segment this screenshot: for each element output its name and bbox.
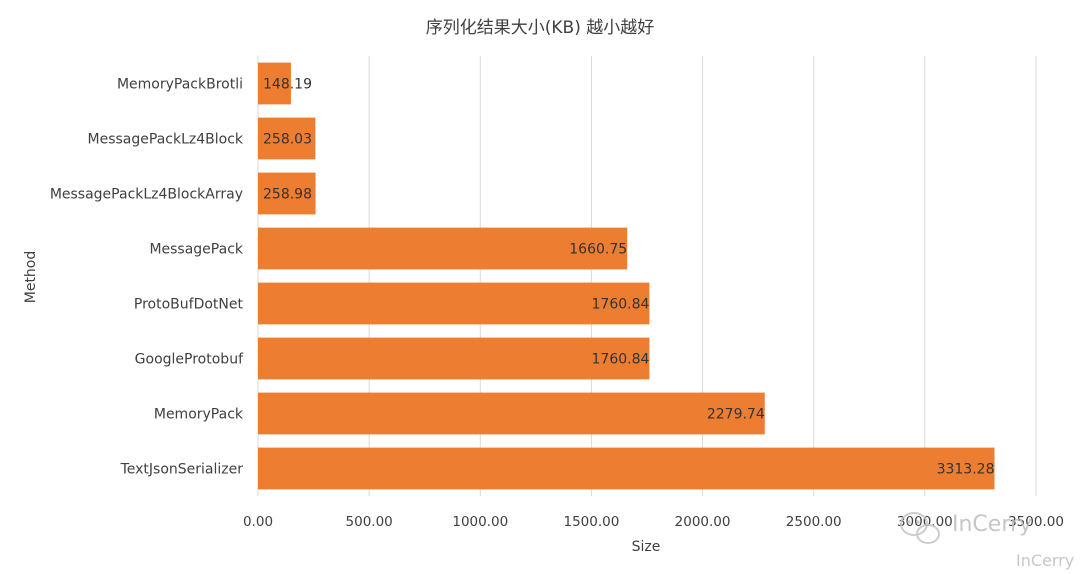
value-label: 3313.28	[937, 462, 995, 478]
bar	[258, 392, 765, 435]
category-label: ProtoBufDotNet	[134, 297, 244, 313]
category-label: GoogleProtobuf	[135, 352, 244, 368]
watermark: InCerry InCerry	[900, 512, 1074, 570]
bar	[258, 447, 995, 490]
bar	[258, 117, 316, 160]
x-tick-label: 1500.00	[564, 514, 620, 530]
category-labels: MemoryPackBrotli MessagePackLz4Block Messa…	[50, 77, 244, 478]
bar	[258, 62, 291, 105]
value-labels: 148.19 258.03 258.98 1660.75 1760.84 1760.84 2…	[263, 77, 994, 478]
value-label: 258.03	[263, 132, 312, 148]
x-tick-label: 3000.00	[897, 514, 953, 530]
watermark-corner-text: InCerry	[1016, 551, 1074, 570]
bar	[258, 282, 650, 325]
x-tick-label: 3500.00	[1008, 514, 1064, 530]
x-tick-labels: 0.00 500.00 1000.00 1500.00 2000.00 2500.00 30…	[243, 514, 1064, 530]
bar	[258, 172, 316, 215]
value-label: 2279.74	[707, 407, 765, 423]
value-label: 148.19	[263, 77, 312, 93]
bar	[258, 337, 650, 380]
category-label: MemoryPackBrotli	[117, 77, 243, 93]
category-label: MessagePack	[149, 242, 243, 258]
value-label: 1660.75	[569, 242, 627, 258]
x-tick-label: 500.00	[346, 514, 393, 530]
category-label: MessagePackLz4BlockArray	[50, 187, 243, 203]
category-label: MemoryPack	[154, 407, 244, 423]
category-label: TextJsonSerializer	[120, 462, 244, 478]
value-label: 1760.84	[592, 297, 650, 313]
y-axis-title: Method	[23, 251, 39, 304]
value-label: 258.98	[263, 187, 312, 203]
bar	[258, 227, 628, 270]
x-tick-label: 1000.00	[452, 514, 508, 530]
x-tick-label: 0.00	[243, 514, 273, 530]
wechat-logo-icon	[900, 512, 940, 544]
value-label: 1760.84	[592, 352, 650, 368]
x-axis-title: Size	[632, 539, 661, 555]
bars	[258, 62, 995, 490]
category-label: MessagePackLz4Block	[88, 132, 244, 148]
x-tick-label: 2000.00	[675, 514, 731, 530]
x-tick-label: 2500.00	[786, 514, 842, 530]
chart-title: 序列化结果大小(KB) 越小越好	[426, 18, 654, 38]
watermark-center-text: InCerry	[952, 512, 1032, 537]
